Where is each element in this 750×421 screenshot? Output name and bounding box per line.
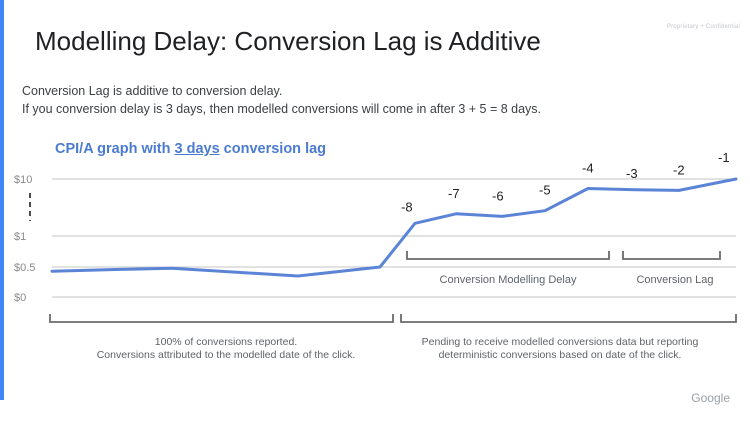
data-point-label: -1 [718,150,730,165]
pending-note-line-1: Pending to receive modelled conversions … [422,336,699,348]
chart-title: CPI/A graph with 3 days conversion lag [55,141,326,157]
google-logo: Google [691,391,730,405]
chart-title-suffix: conversion lag [219,141,327,157]
intro-text: Conversion Lag is additive to conversion… [22,82,541,118]
pending-note-line-2: deterministic conversions based on date … [439,349,682,361]
chart-title-prefix: CPI/A graph with [55,141,175,157]
y-tick-label: $10 [14,174,32,186]
modelling-delay-bracket [406,251,610,260]
intro-line-2: If you conversion delay is 3 days, then … [22,102,542,116]
reported-bracket [49,314,394,323]
modelling-delay-label: Conversion Modelling Delay [440,274,577,286]
data-point-label: -4 [582,161,594,176]
conversion-lag-label: Conversion Lag [636,274,713,286]
reported-note-line-1: 100% of conversions reported. [155,336,297,348]
data-point-label: -8 [401,199,413,214]
reported-note-line-2: Conversions attributed to the modelled d… [97,349,356,361]
pending-bracket [400,314,737,323]
data-point-label: -3 [626,166,638,181]
y-tick-label: $0 [14,292,26,304]
confidential-label: Proprietary + Confidential [666,24,740,30]
data-point-label: -5 [539,183,551,198]
y-tick-label: $1 [14,231,26,243]
data-point-label: -7 [448,186,460,201]
y-tick-label: $0.5 [14,262,35,274]
conversion-lag-bracket [622,251,721,260]
series-line [50,177,738,278]
intro-line-1: Conversion Lag is additive to conversion… [22,84,283,98]
slide-title: Modelling Delay: Conversion Lag is Addit… [35,26,541,56]
data-point-label: -6 [492,188,504,203]
chart-title-underlined: 3 days [174,141,220,157]
slide-accent-bar [0,0,4,400]
data-point-label: -2 [673,162,685,177]
